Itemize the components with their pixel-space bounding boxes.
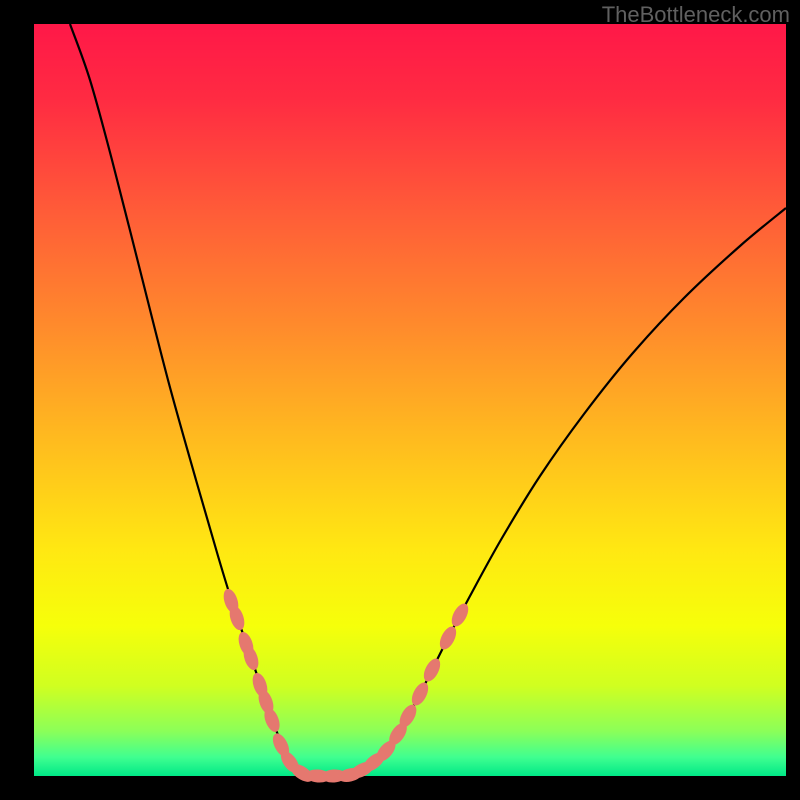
chart-svg <box>0 0 800 800</box>
plot-background <box>34 24 786 776</box>
watermark-text: TheBottleneck.com <box>602 2 790 28</box>
chart-container: { "watermark": { "text": "TheBottleneck.… <box>0 0 800 800</box>
